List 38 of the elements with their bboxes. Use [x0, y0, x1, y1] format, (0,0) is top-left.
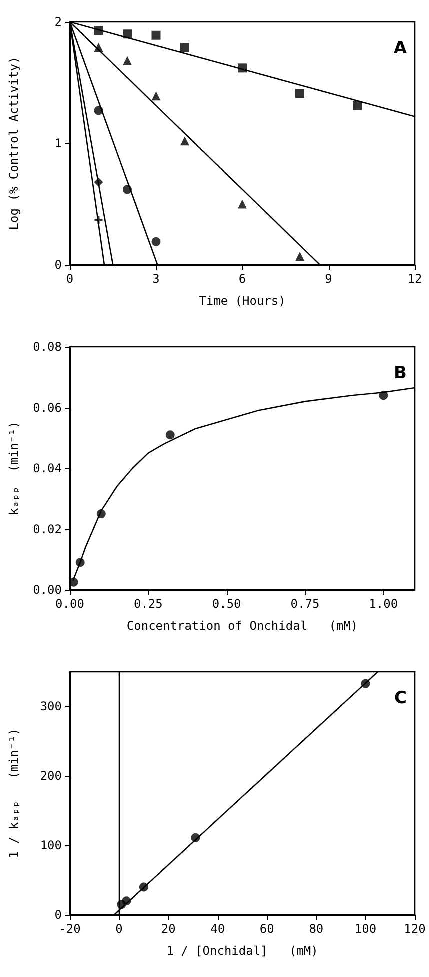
x-tick-label: 100	[354, 922, 377, 936]
annotation: B	[394, 364, 408, 384]
annotation: A	[394, 38, 408, 58]
x-tick-label: 0	[66, 272, 74, 286]
y-tick-label: 0	[54, 908, 62, 922]
y-tick-label: 1	[54, 136, 62, 150]
y-axis-title: 1 / kₐₚₚ (min⁻¹)	[7, 728, 21, 859]
x-tick-label: 1.00	[369, 597, 398, 611]
x-tick-label: 40	[210, 922, 226, 936]
y-tick-label: 0.02	[33, 522, 62, 536]
y-axis-title: Log (% Control Activity)	[7, 56, 21, 230]
y-tick-label: 0.06	[33, 400, 62, 415]
x-tick-label: 60	[260, 922, 274, 936]
x-tick-label: 6	[238, 272, 246, 286]
y-tick-label: 0.08	[33, 340, 62, 354]
x-tick-label: 0.25	[134, 597, 163, 611]
x-tick-label: 0	[116, 922, 123, 936]
y-tick-label: 0	[54, 258, 62, 272]
x-tick-label: 80	[309, 922, 324, 936]
y-axis-title: kₐₚₚ (min⁻¹)	[7, 422, 21, 516]
y-tick-label: 300	[40, 700, 62, 714]
x-tick-label: 120	[404, 922, 426, 936]
y-tick-label: 2	[54, 15, 62, 29]
x-tick-label: 12	[408, 272, 422, 286]
x-axis-title: 1 / [Onchidal] (mM)	[166, 944, 318, 958]
y-tick-label: 0.04	[33, 462, 62, 476]
x-tick-label: 3	[152, 272, 160, 286]
x-tick-label: 0.75	[290, 597, 320, 611]
y-tick-label: 200	[40, 769, 62, 784]
x-tick-label: 9	[325, 272, 332, 286]
annotation: C	[394, 688, 408, 708]
y-tick-label: 100	[40, 838, 62, 853]
x-tick-label: 0.50	[212, 597, 242, 611]
x-axis-title: Time (Hours)	[199, 294, 286, 308]
x-axis-title: Concentration of Onchidal (mM)	[126, 619, 358, 633]
y-tick-label: 0.00	[33, 583, 62, 597]
x-tick-label: 20	[161, 922, 176, 936]
x-tick-label: -20	[59, 922, 81, 936]
